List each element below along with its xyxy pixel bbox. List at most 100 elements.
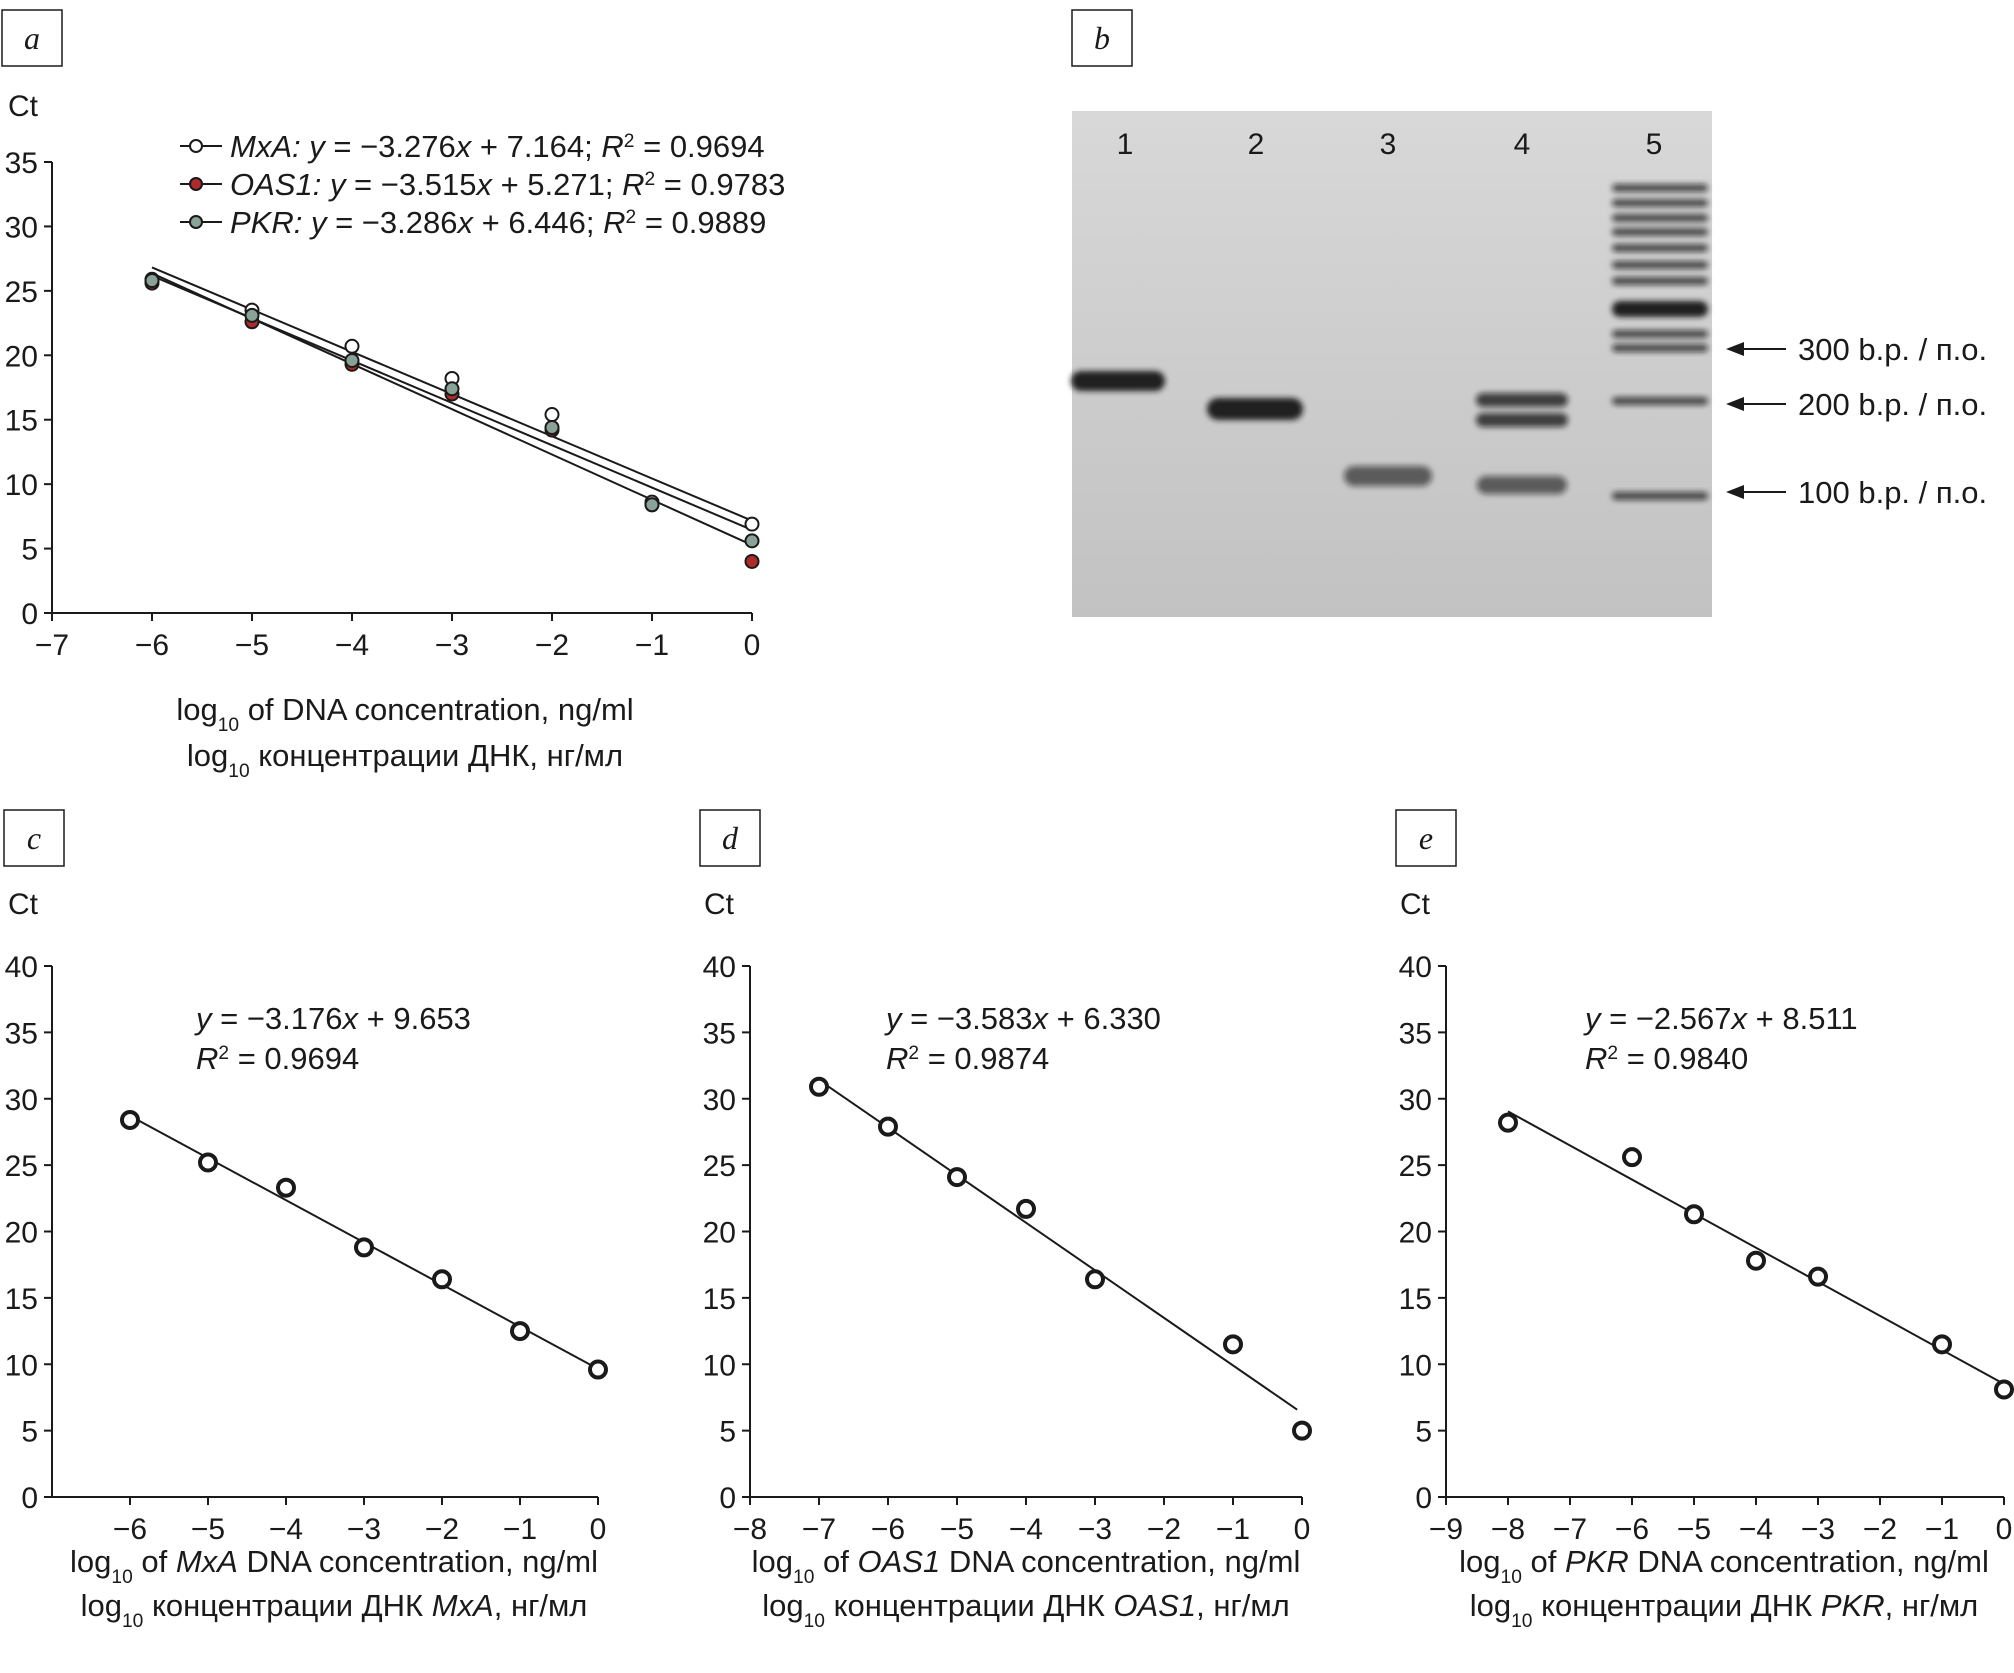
data-point-PKR [744,533,760,549]
x-tick-label-a: −2 [535,629,569,662]
x-tick-label-e: −5 [1677,1513,1711,1546]
x-tick-label-a: −1 [635,629,669,662]
data-point-MxA [744,516,760,532]
y-axis-label-c: Ct [8,888,39,921]
panel-label-box-e [1395,809,1457,867]
x-tick-label-a: 0 [744,629,761,662]
gel-lane-label-4: 4 [1514,128,1531,161]
y-tick-label-e: 5 [1415,1416,1432,1449]
gel-ladder-band [1612,244,1708,252]
y-tick-label-d: 10 [703,1349,736,1382]
panel-label-box-d [699,809,761,867]
data-point-c [198,1152,218,1173]
x-tick-label-e: −3 [1801,1513,1835,1546]
y-axis-label-d: Ct [704,888,735,921]
gel-marker-label: 200 b.p. / п.о. [1798,387,1987,422]
x-tick-label-c: −3 [347,1513,381,1546]
x-tick-label-d: −2 [1147,1513,1181,1546]
y-tick-label-e: 10 [1399,1349,1432,1382]
y-tick-label-d: 5 [719,1416,736,1449]
legend-entry-PKR: PKR: y = −3.286x + 6.446; R2 = 0.9889 [230,205,766,240]
x-tick-label-c: −6 [113,1513,147,1546]
gel-ladder-band [1612,214,1708,222]
gel-lane-label-3: 3 [1380,128,1397,161]
data-point-d [1223,1334,1243,1355]
y-tick-label-a: 15 [5,405,38,438]
y-tick-label-c: 0 [21,1482,38,1515]
y-tick-label-d: 15 [703,1283,736,1316]
gel-image [1072,111,1712,617]
y-tick-label-c: 30 [5,1084,38,1117]
gel-ladder-band [1612,277,1708,285]
y-tick-label-c: 25 [5,1150,38,1183]
data-point-c [510,1321,530,1342]
y-tick-label-a: 35 [5,147,38,180]
x-tick-label-a: −5 [235,629,269,662]
legend-marker-PKR [189,215,203,229]
gel-ladder-band [1612,301,1708,317]
x-axis-label-ru-a: log10 концентрации ДНК, нг/мл [187,738,623,782]
y-tick-label-d: 25 [703,1150,736,1183]
panel-label-b: b [1094,20,1110,56]
gel-band-lane4 [1476,393,1568,407]
y-tick-label-e: 0 [1415,1482,1432,1515]
x-tick-label-d: −4 [1009,1513,1043,1546]
x-tick-label-d: −3 [1078,1513,1112,1546]
x-tick-label-d: −7 [802,1513,836,1546]
x-tick-label-a: −7 [35,629,69,662]
data-point-OAS1 [744,553,760,569]
y-tick-label-e: 40 [1399,951,1432,984]
data-point-e [1622,1147,1642,1168]
gel-marker-label: 100 b.p. / п.о. [1798,475,1987,510]
y-axis-label-e: Ct [1400,888,1431,921]
x-tick-label-d: −1 [1216,1513,1250,1546]
y-tick-label-d: 40 [703,951,736,984]
panel-label-a: a [24,20,40,56]
y-tick-label-d: 20 [703,1217,736,1250]
panel-label-e: e [1419,820,1433,856]
data-point-PKR [344,352,360,368]
gel-band-lane1 [1071,371,1165,391]
gel-band-lane3 [1344,466,1432,486]
y-tick-label-c: 35 [5,1017,38,1050]
y-tick-label-d: 35 [703,1017,736,1050]
data-point-PKR [244,307,260,323]
r-squared-d: R2 = 0.9874 [886,1041,1049,1076]
x-tick-label-c: −5 [191,1513,225,1546]
data-point-d [809,1076,829,1097]
x-tick-label-a: −4 [335,629,369,662]
x-tick-label-e: 0 [1996,1513,2013,1546]
y-tick-label-e: 25 [1399,1150,1432,1183]
data-point-e [1746,1250,1766,1271]
x-tick-label-e: −4 [1739,1513,1773,1546]
gel-ladder-band [1612,184,1708,192]
data-point-PKR [444,381,460,397]
x-tick-label-d: −8 [733,1513,767,1546]
marker-arrowhead [1726,397,1744,411]
data-point-c [276,1177,296,1198]
gel-ladder-band [1612,228,1708,236]
legend-marker-MxA [189,139,203,153]
y-tick-label-c: 15 [5,1283,38,1316]
r-squared-c: R2 = 0.9694 [196,1041,359,1076]
x-tick-label-c: 0 [590,1513,607,1546]
y-tick-label-e: 20 [1399,1217,1432,1250]
gel-band-lane2 [1207,398,1303,420]
legend-entry-OAS1: OAS1: y = −3.515x + 5.271; R2 = 0.9783 [230,167,785,202]
data-point-c [432,1269,452,1290]
panel-label-box-c [3,809,65,867]
data-point-e [1808,1266,1828,1287]
data-point-e [1994,1379,2014,1400]
data-point-d [878,1116,898,1137]
x-tick-label-e: −9 [1429,1513,1463,1546]
gel-band-lane4 [1477,476,1567,494]
x-axis-label-e: log10 of PKR DNA concentration, ng/ml [1459,1544,1989,1588]
x-tick-label-e: −7 [1553,1513,1587,1546]
gel-ladder-band [1612,492,1708,500]
data-point-PKR [644,497,660,513]
gel-ladder-band [1612,330,1708,338]
data-point-d [947,1167,967,1188]
equation-d: y = −3.583x + 6.330 [884,1001,1161,1036]
gel-ladder-band [1612,261,1708,269]
x-tick-label-e: −1 [1925,1513,1959,1546]
